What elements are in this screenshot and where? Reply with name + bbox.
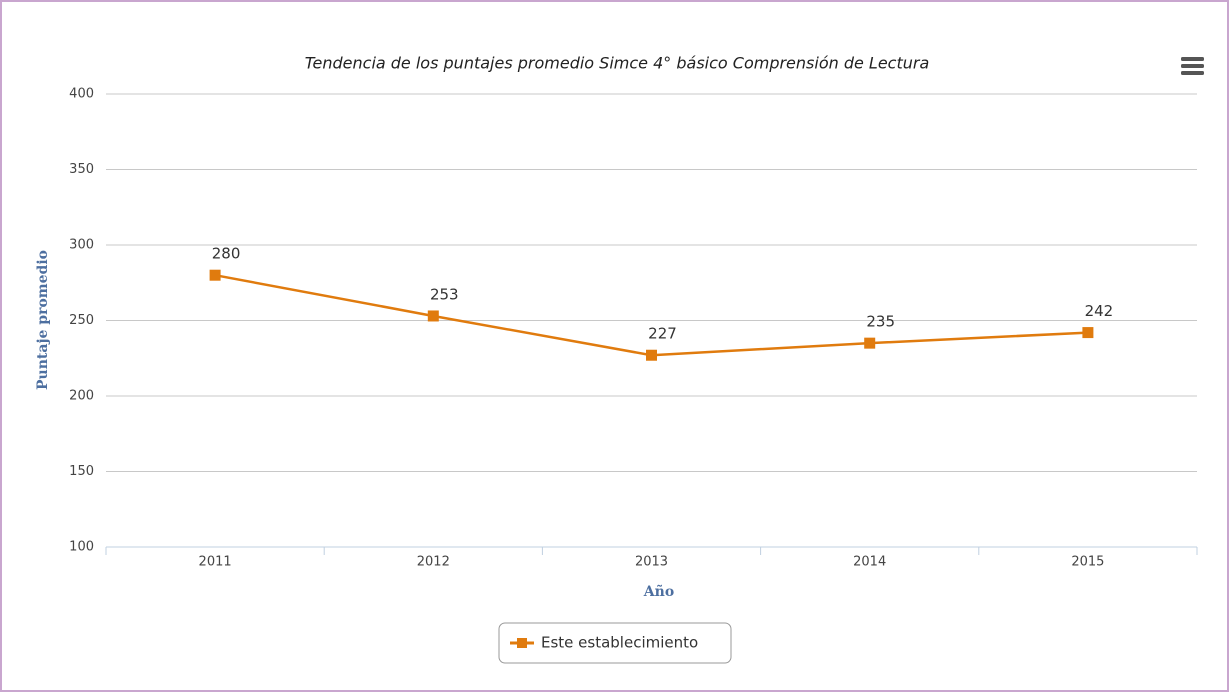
point-marker bbox=[1082, 327, 1094, 339]
menu-bar[interactable] bbox=[1181, 57, 1204, 61]
x-tick-label: 2012 bbox=[417, 555, 450, 570]
x-axis-label: Año bbox=[643, 583, 674, 600]
legend[interactable]: Este establecimiento bbox=[498, 622, 732, 664]
data-label: 280 bbox=[212, 245, 241, 263]
point-marker bbox=[864, 337, 876, 349]
legend-label[interactable]: Este establecimiento bbox=[541, 634, 698, 652]
x-tick-label: 2014 bbox=[853, 555, 886, 570]
data-label: 227 bbox=[648, 325, 677, 343]
data-label: 253 bbox=[430, 285, 459, 303]
y-tick-label: 150 bbox=[69, 464, 94, 479]
menu-button[interactable] bbox=[1181, 57, 1204, 75]
y-tick-label: 300 bbox=[69, 238, 94, 253]
y-tick-label: 400 bbox=[69, 87, 94, 102]
menu-bar[interactable] bbox=[1181, 64, 1204, 68]
legend-marker bbox=[517, 638, 527, 648]
y-tick-label: 350 bbox=[69, 162, 94, 177]
x-tick-label: 2013 bbox=[635, 555, 668, 570]
legend-box bbox=[498, 622, 732, 664]
x-tick-label: 2011 bbox=[199, 555, 232, 570]
y-tick-label: 100 bbox=[69, 540, 94, 555]
data-label: 235 bbox=[866, 313, 895, 331]
chart-title: Tendencia de los puntajes promedio Simce… bbox=[305, 54, 930, 73]
data-label: 242 bbox=[1085, 302, 1114, 320]
point-marker bbox=[427, 310, 439, 322]
y-tick-label: 250 bbox=[69, 313, 94, 328]
menu-bar[interactable] bbox=[1181, 71, 1204, 75]
point-marker bbox=[209, 269, 221, 281]
x-tick-label: 2015 bbox=[1071, 555, 1104, 570]
y-tick-label: 200 bbox=[69, 389, 94, 404]
y-axis-label: Puntaje promedio bbox=[35, 250, 51, 390]
point-marker bbox=[646, 349, 657, 361]
